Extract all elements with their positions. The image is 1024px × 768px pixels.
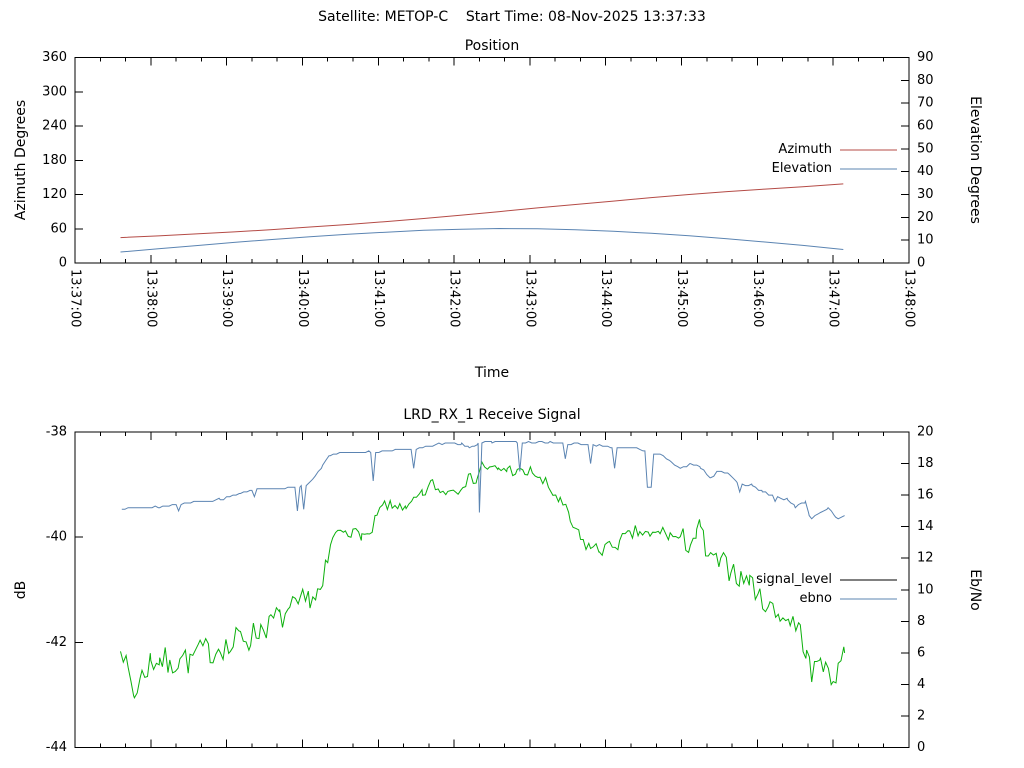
y-right-tick-label: 60	[917, 119, 934, 134]
legend-label-ebno: ebno	[799, 591, 832, 606]
x-tick-label: 13:48:00	[902, 269, 917, 327]
legend-label-azimuth: Azimuth	[778, 142, 832, 157]
y-right-tick-label: 30	[917, 187, 934, 202]
y-right-tick-label: 20	[917, 210, 934, 225]
x-tick-label: 13:44:00	[598, 269, 613, 327]
legend-label-signal-level: signal_level	[756, 572, 832, 587]
y-left-tick-label: -42	[46, 635, 67, 650]
time-axis-label: Time	[474, 365, 510, 381]
y-right-tick-label: 80	[917, 73, 934, 88]
y-right-tick-label: 0	[917, 740, 925, 755]
y-left-tick-label: -38	[46, 425, 67, 440]
x-tick-label: 13:46:00	[750, 269, 765, 327]
azimuth-series-line	[120, 183, 844, 239]
y-left-tick-label: 0	[59, 256, 67, 271]
signal-chart-title: LRD_RX_1 Receive Signal	[403, 407, 581, 423]
y-right-tick-label: 14	[917, 519, 934, 534]
y-right-tick-label: 50	[917, 141, 934, 156]
ebno-series-line	[121, 440, 845, 520]
y-right-tick-label: 40	[917, 164, 934, 179]
y-right-tick-label: 16	[917, 488, 934, 503]
x-tick-label: 13:47:00	[826, 269, 841, 327]
y-right-tick-label: 4	[917, 677, 925, 692]
elevation-axis-label: Elevation Degrees	[967, 96, 983, 224]
x-tick-label: 13:43:00	[522, 269, 537, 327]
y-left-tick-label: 300	[42, 84, 67, 99]
y-left-tick-label: 180	[42, 153, 67, 168]
y-left-tick-label: 360	[42, 50, 67, 65]
y-left-tick-label: -40	[46, 530, 67, 545]
y-right-tick-label: 18	[917, 456, 934, 471]
legend-label-elevation: Elevation	[771, 161, 832, 176]
plot-border	[74, 431, 910, 748]
y-right-tick-label: 20	[917, 425, 934, 440]
header-title: Satellite: METOP-C Start Time: 08-Nov-20…	[318, 9, 706, 25]
azimuth-axis-label: Azimuth Degrees	[13, 99, 29, 221]
x-tick-label: 13:41:00	[371, 269, 386, 327]
y-left-tick-label: -44	[46, 740, 67, 755]
position-chart-title: Position	[464, 38, 520, 54]
y-right-tick-label: 90	[917, 50, 934, 65]
y-right-tick-label: 2	[917, 708, 925, 723]
signal_level-series-line	[120, 460, 846, 699]
db-axis-label: dB	[13, 580, 29, 600]
x-tick-label: 13:45:00	[674, 269, 689, 327]
ebno-axis-label: Eb/No	[967, 569, 983, 611]
x-tick-label: 13:39:00	[219, 269, 234, 327]
y-right-tick-label: 10	[917, 233, 934, 248]
x-tick-label: 13:42:00	[447, 269, 462, 327]
elevation-series-line	[120, 227, 844, 253]
y-left-tick-label: 60	[50, 221, 67, 236]
x-tick-label: 13:37:00	[68, 269, 83, 327]
y-left-tick-label: 240	[42, 119, 67, 134]
y-right-tick-label: 8	[917, 614, 925, 629]
y-left-tick-label: 120	[42, 187, 67, 202]
x-tick-label: 13:40:00	[295, 269, 310, 327]
y-right-tick-label: 12	[917, 551, 934, 566]
y-right-tick-label: 0	[917, 256, 925, 271]
y-right-tick-label: 10	[917, 582, 934, 597]
y-right-tick-label: 70	[917, 96, 934, 111]
y-right-tick-label: 6	[917, 645, 925, 660]
x-tick-label: 13:38:00	[143, 269, 158, 327]
